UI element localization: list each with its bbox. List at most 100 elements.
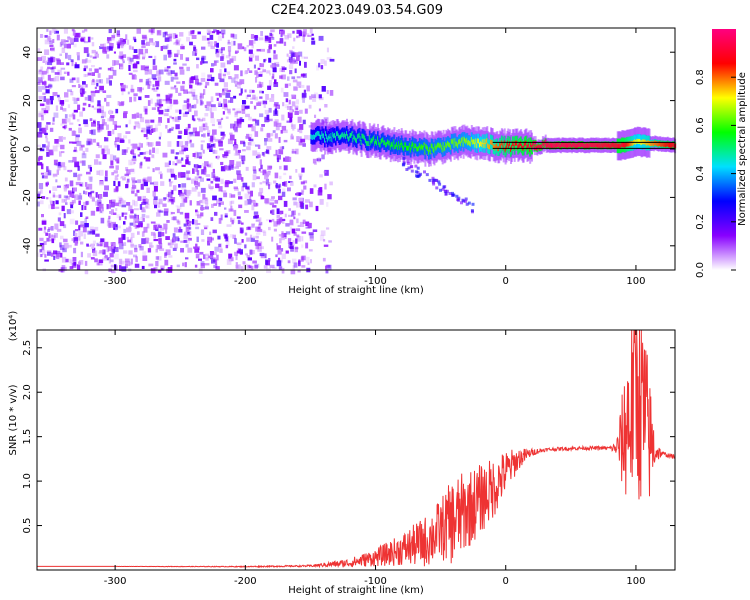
spectrogram-noise-cell	[274, 61, 280, 66]
spectrogram-noise-cell	[140, 130, 144, 133]
spectrogram-noise-cell	[38, 113, 43, 117]
spectrogram-noise-cell	[86, 138, 92, 142]
spectrogram-tail-cell	[405, 168, 409, 171]
spectrogram-noise-cell	[232, 34, 238, 40]
spectrogram-noise-cell	[56, 253, 60, 260]
spectrogram-noise-cell	[258, 168, 261, 172]
spectrogram-noise-cell	[290, 269, 296, 275]
spectrogram-noise-cell	[319, 199, 324, 205]
spectrogram-noise-cell	[284, 104, 289, 109]
spectrogram-tail-cell	[432, 182, 436, 186]
spectrogram-noise-cell	[156, 70, 161, 77]
spectrogram-noise-cell	[162, 99, 167, 102]
spectrogram-noise-cell	[188, 161, 191, 166]
spectrogram-noise-cell	[116, 214, 121, 219]
spectrogram-noise-cell	[107, 218, 110, 223]
spectrogram-noise-cell	[293, 216, 296, 220]
spectrogram-noise-cell	[95, 233, 100, 237]
spectrogram-noise-cell	[48, 153, 52, 156]
spectrogram-noise-cell	[288, 99, 291, 105]
spectrogram-noise-cell	[130, 88, 135, 93]
spectrogram-noise-cell	[115, 165, 119, 170]
spectrogram-noise-cell	[253, 211, 259, 215]
spectrogram-noise-cell	[113, 170, 118, 174]
spectrogram-noise-cell	[50, 200, 53, 206]
spectrogram-noise-cell	[287, 187, 291, 192]
spectrogram-noise-cell	[37, 122, 42, 128]
spectrogram-noise-cell	[187, 232, 190, 235]
y-tick-label: 0.5	[22, 518, 33, 534]
spectrogram-noise-cell	[137, 179, 142, 184]
spectrogram-noise-cell	[81, 205, 84, 211]
spectrogram-noise-cell	[296, 81, 302, 86]
spectrogram-noise-cell	[63, 213, 66, 219]
spectrogram-noise-cell	[56, 59, 61, 65]
spectrogram-noise-cell	[59, 53, 62, 56]
spectrogram-noise-cell	[301, 56, 305, 59]
spectrogram-noise-cell	[194, 183, 199, 186]
spectrogram-noise-cell	[107, 67, 111, 71]
spectrogram-noise-cell	[121, 200, 126, 204]
spectrogram-noise-cell	[63, 242, 69, 249]
spectrogram-noise-cell	[224, 165, 228, 170]
spectrogram-noise-cell	[244, 193, 250, 199]
spectrogram-noise-cell	[212, 137, 216, 140]
spectrogram-noise-cell	[167, 69, 173, 76]
spectrogram-noise-cell	[80, 144, 85, 148]
spectrogram-noise-cell	[69, 201, 74, 205]
spectrogram-noise-cell	[229, 58, 234, 63]
spectrogram-noise-cell	[141, 265, 145, 269]
spectrogram-noise-cell	[283, 139, 288, 143]
spectrogram-noise-cell	[291, 94, 297, 99]
spectrogram-noise-cell	[225, 244, 229, 249]
spectrogram-noise-cell	[265, 259, 269, 265]
spectrogram-noise-cell	[109, 117, 115, 122]
spectrogram-noise-cell	[94, 226, 99, 231]
spectrogram-noise-cell	[174, 156, 178, 160]
spectrogram-noise-cell	[292, 46, 295, 49]
spectrogram-noise-cell	[48, 35, 51, 41]
spectrogram-noise-cell	[269, 202, 275, 206]
spectrogram-noise-cell	[226, 89, 231, 92]
spectrogram-noise-cell	[152, 42, 157, 46]
spectrogram-noise-cell	[114, 202, 119, 207]
spectrogram-noise-cell	[288, 214, 293, 217]
spectrogram-noise-cell	[284, 213, 287, 218]
spectrogram-noise-cell	[203, 89, 206, 95]
spectrogram-noise-cell	[244, 105, 250, 109]
spectrogram-noise-cell	[210, 118, 216, 124]
spectrogram-tail-cell	[435, 186, 439, 190]
spectrogram-noise-cell	[254, 131, 259, 137]
spectrogram-noise-cell	[260, 246, 264, 250]
spectrogram-noise-cell	[80, 221, 85, 226]
spectrogram-noise-cell	[224, 215, 228, 218]
spectrogram-noise-cell	[169, 102, 173, 107]
spectrogram-noise-cell	[146, 129, 151, 134]
spectrogram-noise-cell	[38, 227, 43, 231]
spectrogram-tail-cell	[439, 188, 442, 192]
spectrogram-noise-cell	[174, 175, 177, 180]
spectrogram-noise-cell	[274, 108, 277, 115]
spectrogram-noise-cell	[243, 141, 246, 147]
spectrogram-noise-cell	[98, 145, 103, 148]
spectrogram-noise-cell	[191, 187, 197, 192]
spectrogram-noise-cell	[69, 218, 75, 225]
spectrogram-noise-cell	[168, 36, 172, 42]
spectrogram-noise-cell	[252, 150, 258, 156]
spectrogram-noise-cell	[181, 197, 187, 204]
spectrogram-noise-cell	[141, 34, 147, 39]
spectrogram-noise-cell	[310, 259, 312, 264]
spectrogram-noise-cell	[63, 195, 68, 199]
spectrogram-noise-cell	[164, 69, 169, 72]
spectrogram-noise-cell	[89, 167, 92, 172]
spectrogram-noise-cell	[311, 94, 316, 98]
spectrogram-noise-cell	[270, 29, 275, 33]
spectrogram-noise-cell	[103, 43, 106, 50]
spectrogram-noise-cell	[55, 179, 58, 183]
spectrogram-noise-cell	[207, 240, 210, 245]
spectrogram-noise-cell	[38, 113, 41, 118]
spectrogram-noise-cell	[219, 78, 225, 83]
spectrogram-noise-cell	[233, 178, 237, 183]
spectrogram-noise-cell	[123, 135, 128, 139]
spectrogram-noise-cell	[302, 143, 306, 147]
